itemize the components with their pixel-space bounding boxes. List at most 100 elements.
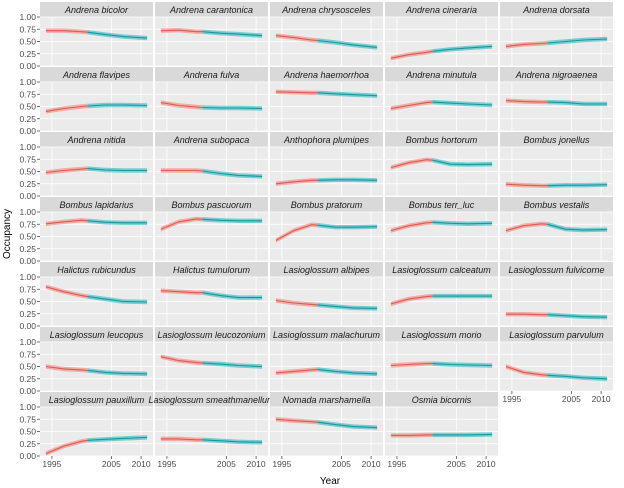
x-tick-label: 2005 bbox=[102, 459, 121, 469]
facet-title: Lasioglossum calceatum bbox=[392, 265, 491, 275]
facet-panel: Andrena subopaca bbox=[155, 132, 268, 197]
late-series-line bbox=[432, 433, 493, 436]
facet-panel: Lasioglossum albipes bbox=[270, 262, 383, 327]
late-series-line bbox=[432, 101, 493, 106]
facet-panel: Osmia bicornis 1995 2005 2010 bbox=[385, 392, 498, 469]
x-tick-label: 2005 bbox=[447, 459, 466, 469]
late-series-line bbox=[317, 224, 378, 228]
facet-strip bbox=[40, 197, 153, 212]
y-axis-title: Occupancy bbox=[2, 209, 13, 259]
facet-panel: Andrena fulva bbox=[155, 67, 268, 132]
x-tick-label: 2010 bbox=[592, 394, 611, 404]
early-series-line bbox=[505, 183, 548, 187]
x-tick-label: 2010 bbox=[362, 459, 381, 469]
late-series-line bbox=[317, 368, 378, 375]
facet-title: Andrena haemorrhoa bbox=[283, 70, 369, 80]
x-tick-label: 2005 bbox=[217, 459, 236, 469]
y-tick-label: 0.75 bbox=[19, 349, 36, 359]
facet-panel: Andrena minutula bbox=[385, 67, 498, 132]
y-tick-label: 0.25 bbox=[19, 179, 36, 189]
y-tick-label: 1.00 bbox=[19, 77, 36, 87]
facet-panel: Lasioglossum leucopus 0.00 0.25 0.50 0.75 1.0… bbox=[19, 327, 153, 396]
early-series-ribbon bbox=[160, 100, 203, 110]
facet-strip bbox=[500, 67, 613, 82]
early-series-ribbon bbox=[160, 216, 203, 232]
early-series-line bbox=[505, 313, 548, 316]
facet-title: Andrena flavipes bbox=[62, 70, 131, 80]
early-series-line bbox=[45, 286, 88, 298]
early-series-line bbox=[160, 29, 203, 33]
early-series-line bbox=[45, 365, 88, 371]
y-tick-label: 0.25 bbox=[19, 374, 36, 384]
y-tick-label: 1.00 bbox=[19, 142, 36, 152]
late-series-ribbon bbox=[87, 30, 148, 41]
early-series-line bbox=[45, 30, 88, 33]
early-series-line bbox=[390, 221, 433, 232]
late-series-line bbox=[317, 39, 378, 48]
facet-strip bbox=[500, 197, 613, 212]
facet-title: Bombus pratorum bbox=[291, 200, 363, 210]
facet-strip bbox=[385, 197, 498, 212]
facet-title: Lasioglossum morio bbox=[401, 330, 481, 340]
x-tick-label: 2010 bbox=[132, 459, 151, 469]
facet-strip bbox=[270, 262, 383, 277]
facet-strip bbox=[385, 67, 498, 82]
late-series-line bbox=[87, 369, 148, 375]
early-series-line bbox=[390, 363, 433, 367]
early-series-line bbox=[390, 434, 433, 436]
early-series-ribbon bbox=[275, 222, 318, 243]
early-series-line bbox=[505, 223, 548, 232]
facet-strip bbox=[155, 327, 268, 342]
late-series-line bbox=[547, 38, 608, 44]
facet-panel: Bombus vestalis bbox=[500, 197, 613, 262]
y-tick-label: 0.00 bbox=[19, 256, 36, 266]
facet-title: Andrena bicolor bbox=[64, 5, 129, 15]
facet-panel: Andrena carantonica bbox=[155, 2, 268, 67]
facet-strip bbox=[40, 392, 153, 407]
facet-strip bbox=[270, 327, 383, 342]
y-tick-label: 1.00 bbox=[19, 337, 36, 347]
early-series-line bbox=[160, 356, 203, 364]
facet-title: Bombus hortorum bbox=[406, 135, 478, 145]
early-series-line bbox=[505, 365, 548, 376]
x-axis-title: Year bbox=[320, 476, 341, 487]
facet-panel: Halictus rubicundus 0.00 0.25 0.50 0.75 1.00 bbox=[19, 262, 153, 331]
y-tick-label: 0.25 bbox=[19, 49, 36, 59]
facet-strip bbox=[385, 327, 498, 342]
facet-strip bbox=[270, 132, 383, 147]
early-series-line bbox=[45, 439, 88, 455]
y-tick-label: 0.00 bbox=[19, 191, 36, 201]
late-series-line bbox=[432, 45, 493, 52]
early-series-ribbon bbox=[45, 284, 88, 299]
facet-panel: Bombus pascuorum bbox=[155, 197, 268, 262]
late-series-line bbox=[317, 304, 378, 309]
y-tick-label: 0.00 bbox=[19, 61, 36, 71]
facet-title: Bombus jonellus bbox=[523, 135, 590, 145]
early-series-ribbon bbox=[45, 364, 88, 373]
y-tick-label: 0.00 bbox=[19, 126, 36, 136]
facet-panels: Andrena bicolor0.000.250.500.751.00Andre… bbox=[19, 2, 613, 469]
late-series-line bbox=[317, 421, 378, 429]
early-series-line bbox=[505, 100, 548, 103]
facet-title: Andrena nitida bbox=[66, 135, 125, 145]
facet-title: Andrena chrysosceles bbox=[281, 5, 371, 15]
facet-title: Andrena cineraria bbox=[405, 5, 477, 15]
facet-strip bbox=[385, 132, 498, 147]
facet-panel: Lasioglossum malachurum bbox=[270, 327, 383, 392]
y-tick-label: 0.25 bbox=[19, 309, 36, 319]
late-series-line bbox=[87, 104, 148, 107]
facet-panel: Andrena dorsata bbox=[500, 2, 613, 67]
facet-title: Andrena fulva bbox=[183, 70, 240, 80]
early-series-line bbox=[275, 35, 318, 42]
early-series-line bbox=[45, 105, 88, 112]
early-series-line bbox=[390, 50, 433, 59]
facet-strip bbox=[155, 392, 268, 407]
facet-strip bbox=[270, 67, 383, 82]
facet-strip bbox=[40, 2, 153, 17]
late-series-line bbox=[432, 221, 493, 225]
late-series-line bbox=[547, 374, 608, 380]
facet-panel: Andrena haemorrhoa bbox=[270, 67, 383, 132]
y-tick-label: 1.00 bbox=[19, 12, 36, 22]
y-tick-label: 0.00 bbox=[19, 321, 36, 331]
facet-panel: Andrena cineraria bbox=[385, 2, 498, 67]
